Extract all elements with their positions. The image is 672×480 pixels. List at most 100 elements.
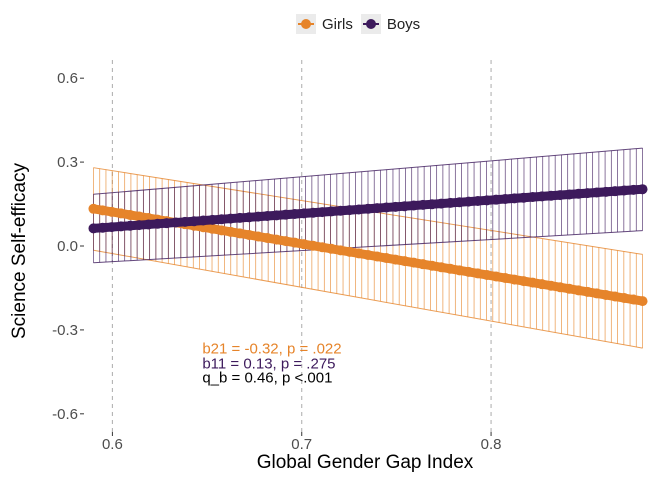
series-point-girls: [317, 242, 328, 253]
series-point-boys: [463, 196, 474, 207]
series-point-boys: [610, 186, 621, 197]
series-point-boys: [125, 220, 136, 231]
series-point-boys: [225, 213, 236, 224]
series-point-boys: [481, 195, 492, 206]
series-point-girls: [573, 285, 584, 296]
series-point-boys: [390, 201, 401, 212]
series-point-girls: [600, 289, 611, 300]
ci-upper-boys: [93, 147, 643, 195]
series-point-boys: [97, 222, 108, 233]
series-point-girls: [88, 203, 99, 214]
legend: Girls Boys: [296, 14, 420, 34]
series-point-girls: [280, 236, 291, 247]
x-tick-label-0: 0.6: [102, 436, 123, 453]
series-point-girls: [234, 228, 245, 239]
series-point-girls: [536, 279, 547, 290]
y-tick-label-1: -0.3: [52, 322, 78, 339]
series-point-boys: [271, 210, 282, 221]
annotation-2: q_b = 0.46, p <.001: [202, 369, 332, 386]
series-point-girls: [262, 233, 273, 244]
series-point-girls: [381, 253, 392, 264]
series-point-boys: [244, 212, 255, 223]
series-point-boys: [253, 211, 264, 222]
series-point-boys: [353, 204, 364, 215]
series-point-boys: [326, 206, 337, 217]
series-point-boys: [161, 218, 172, 229]
series-point-boys: [399, 201, 410, 212]
series-point-boys: [573, 188, 584, 199]
series-point-boys: [436, 198, 447, 209]
x-tick-label-1: 0.7: [291, 436, 312, 453]
series-point-boys: [308, 207, 319, 218]
series-point-girls: [106, 206, 117, 217]
y-axis-title: Science Self-efficacy: [9, 162, 30, 340]
series-point-girls: [344, 246, 355, 257]
series-point-boys: [289, 209, 300, 220]
series-point-boys: [88, 223, 99, 234]
series-point-girls: [216, 225, 227, 236]
series-point-girls: [619, 293, 630, 304]
series-point-girls: [372, 251, 383, 262]
series-point-girls: [628, 294, 639, 305]
series-point-boys: [216, 214, 227, 225]
series-point-girls: [527, 277, 538, 288]
series-point-boys: [527, 192, 538, 203]
series-point-boys: [381, 202, 392, 213]
series-point-boys: [363, 203, 373, 214]
ci-lower-girls: [93, 249, 643, 349]
series-point-girls: [308, 240, 319, 251]
series-point-boys: [317, 207, 328, 218]
annotation-0: b21 = -0.32, p = .022: [202, 341, 341, 358]
series-point-girls: [326, 243, 337, 254]
series-point-girls: [463, 266, 474, 277]
series-point-boys: [619, 185, 630, 196]
y-tick-label-0: -0.6: [52, 406, 78, 423]
y-tick-label-4: 0.6: [57, 70, 78, 87]
series-point-girls: [610, 291, 621, 302]
series-point-girls: [500, 273, 511, 284]
annotation-1: b11 = 0.13, p = .275: [202, 356, 335, 373]
series-point-boys: [143, 219, 154, 230]
series-point-girls: [555, 282, 566, 293]
series-point-girls: [591, 288, 602, 299]
series-point-boys: [408, 200, 419, 211]
series-point-boys: [170, 217, 181, 228]
series-point-girls: [390, 254, 401, 265]
series-point-girls: [637, 296, 648, 307]
series-point-boys: [152, 218, 163, 229]
series-point-girls: [298, 239, 309, 250]
series-point-girls: [225, 226, 236, 237]
series-point-girls: [427, 260, 438, 271]
series-point-girls: [472, 268, 483, 279]
x-axis-title-row: Global Gender Gap Index: [0, 452, 672, 474]
series-point-boys: [344, 205, 355, 216]
series-point-girls: [207, 223, 218, 234]
series-point-boys: [600, 186, 611, 197]
series-point-girls: [289, 237, 300, 248]
series-point-boys: [262, 210, 273, 221]
y-tick-label-3: 0.3: [57, 154, 78, 171]
series-point-boys: [335, 205, 346, 216]
series-point-boys: [472, 195, 483, 206]
series-point-girls: [271, 234, 282, 245]
series-point-girls: [253, 231, 264, 242]
series-point-girls: [509, 274, 520, 285]
series-point-boys: [509, 193, 520, 204]
series-point-girls: [399, 256, 410, 267]
series-point-girls: [491, 271, 502, 282]
series-point-boys: [591, 187, 602, 198]
series-point-boys: [234, 212, 245, 223]
series-point-girls: [481, 269, 492, 280]
series-point-girls: [417, 259, 428, 270]
x-tick-label-2: 0.8: [481, 436, 502, 453]
series-point-girls: [363, 249, 373, 260]
ci-lower-boys: [93, 230, 643, 264]
legend-item-girls: Girls: [296, 14, 353, 34]
series-point-boys: [500, 194, 511, 205]
series-point-boys: [134, 220, 145, 231]
series-point-boys: [198, 215, 209, 226]
series-point-boys: [189, 216, 200, 227]
x-axis-title: Global Gender Gap Index: [256, 452, 474, 473]
series-point-boys: [417, 199, 428, 210]
